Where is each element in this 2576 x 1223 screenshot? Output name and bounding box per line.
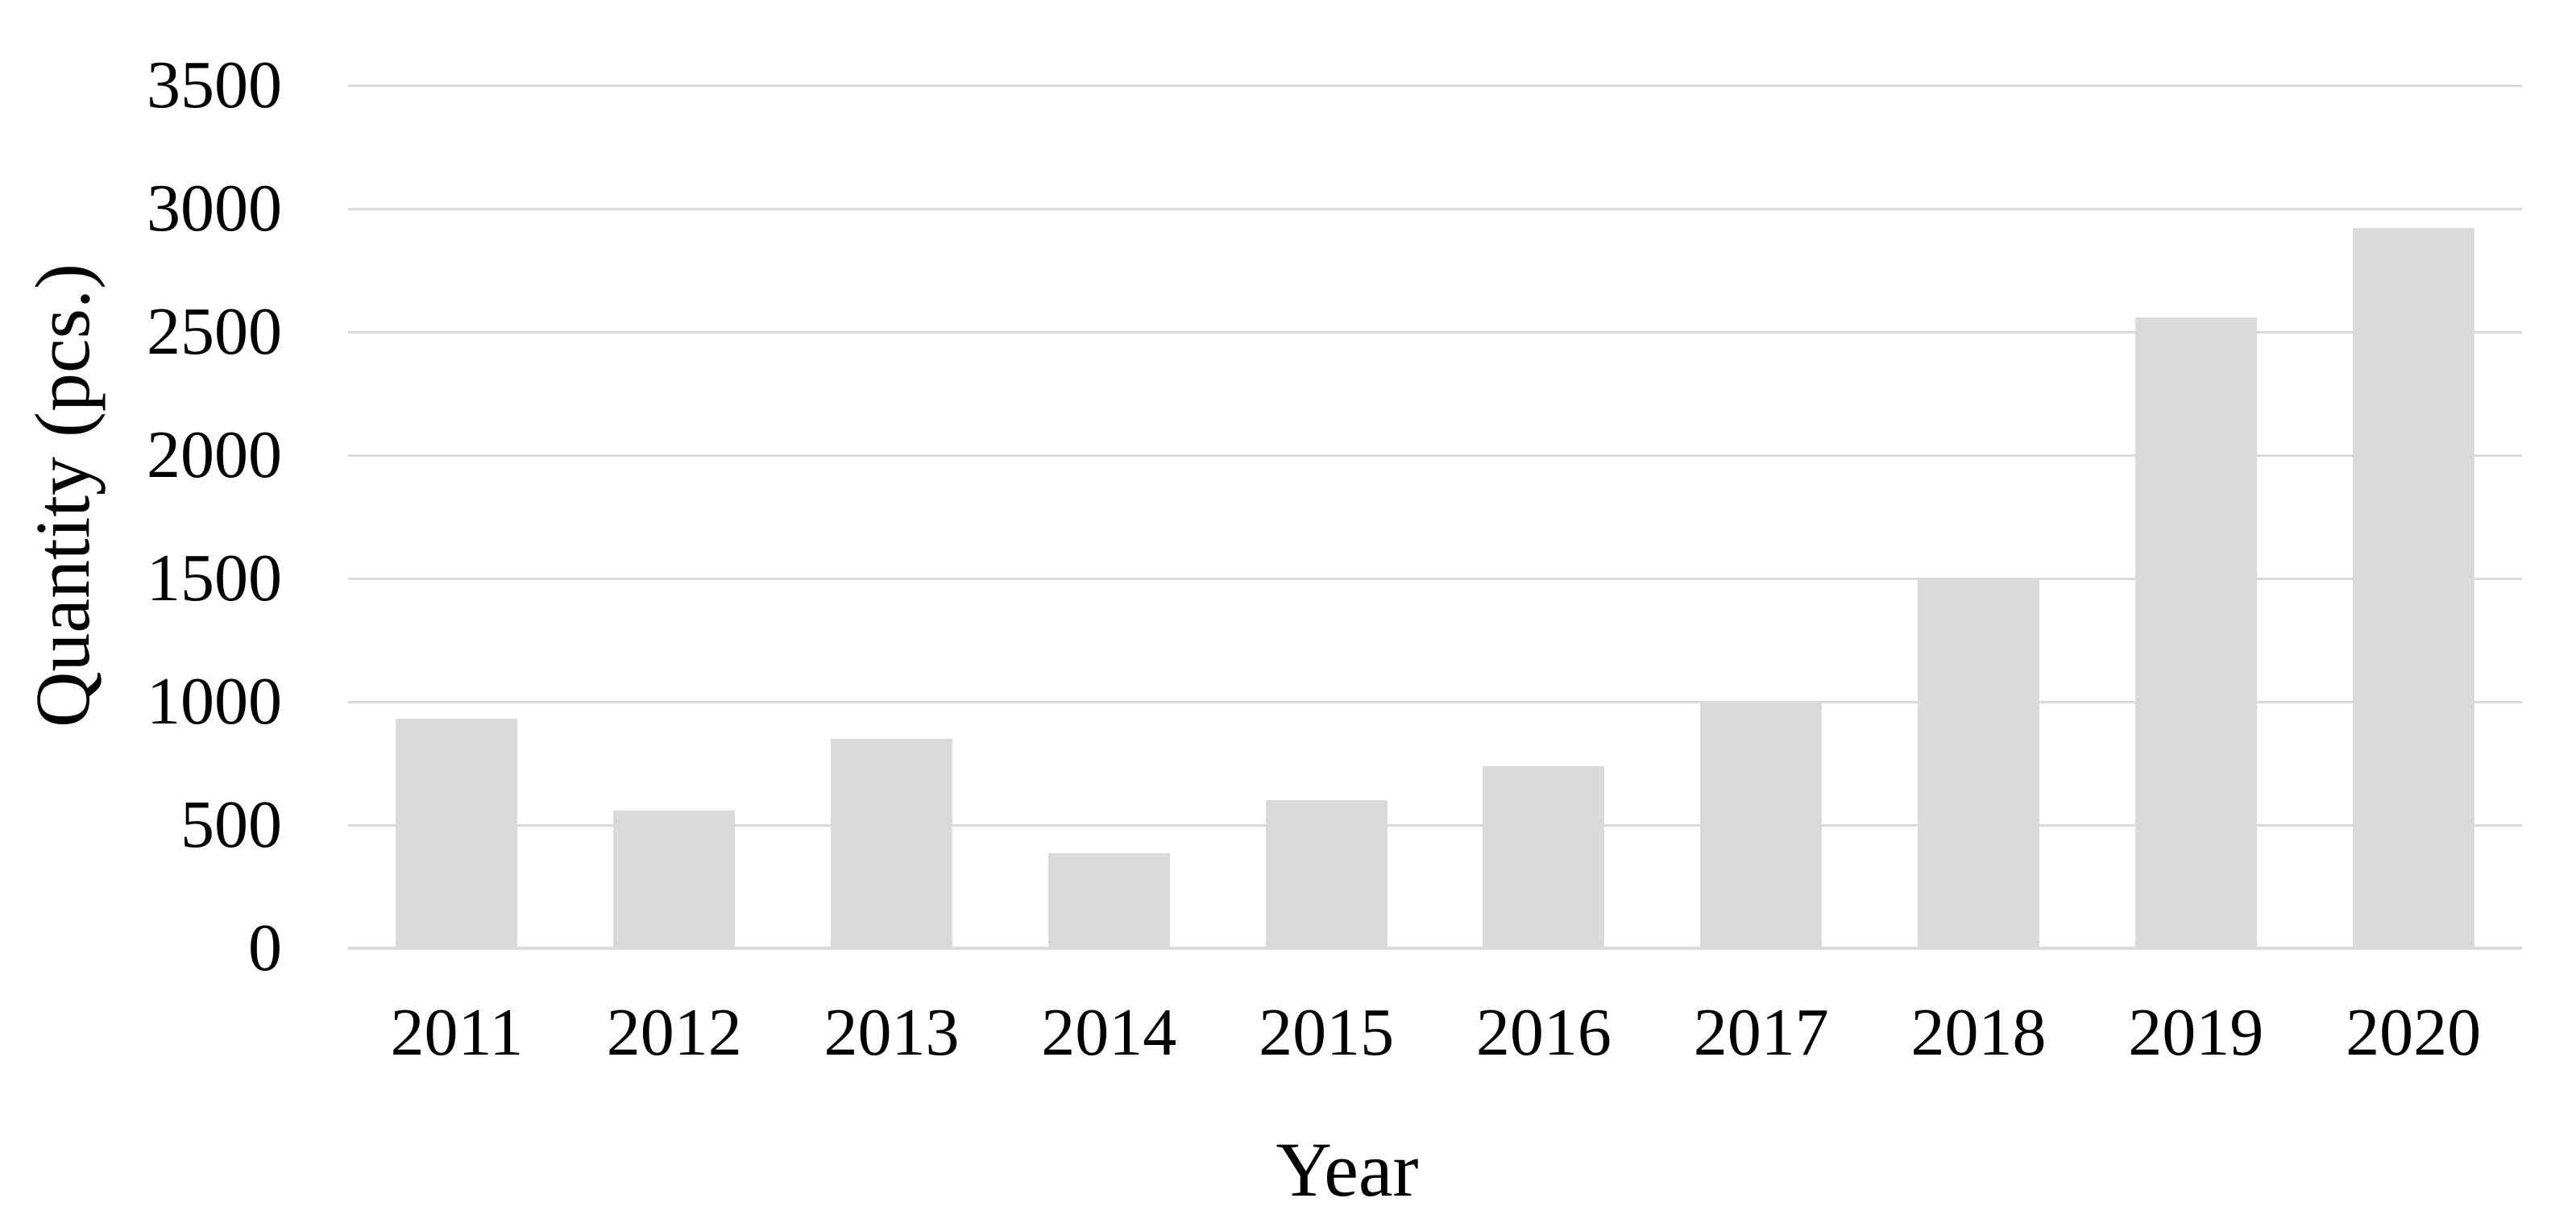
gridline xyxy=(348,700,2522,703)
y-tick-label: 3500 xyxy=(147,48,282,122)
gridline xyxy=(348,330,2522,334)
y-axis-title: Quantity (pcs.) xyxy=(19,263,106,728)
y-tick-label: 2000 xyxy=(147,417,282,492)
bar-2018 xyxy=(1917,578,2040,948)
bar-2020 xyxy=(2352,228,2474,948)
x-tick-label: 2011 xyxy=(390,995,524,1070)
bar-2013 xyxy=(830,738,953,948)
y-tick-label: 1500 xyxy=(147,541,282,616)
bar-2017 xyxy=(1700,702,1823,948)
x-axis-title: Year xyxy=(1276,1126,1419,1213)
gridline xyxy=(348,84,2522,87)
y-tick-label: 3000 xyxy=(147,171,282,246)
gridline xyxy=(348,207,2522,210)
x-tick-label: 2013 xyxy=(823,995,960,1070)
y-tick-label: 500 xyxy=(180,787,282,862)
y-tick-label: 0 xyxy=(248,910,282,985)
bar-2016 xyxy=(1483,765,1605,948)
bar-2015 xyxy=(1265,800,1388,948)
y-tick-label: 2500 xyxy=(147,294,282,369)
y-tick-label: 1000 xyxy=(147,664,282,739)
x-axis-line xyxy=(348,947,2522,950)
x-tick-label: 2019 xyxy=(2128,995,2264,1070)
bar-2014 xyxy=(1047,853,1170,948)
x-tick-label: 2016 xyxy=(1475,995,1612,1070)
bar-2019 xyxy=(2134,317,2257,948)
bar-2012 xyxy=(613,810,736,948)
x-tick-label: 2017 xyxy=(1693,995,1829,1070)
gridline xyxy=(348,454,2522,457)
x-tick-label: 2014 xyxy=(1041,995,1177,1070)
x-tick-label: 2020 xyxy=(2346,995,2482,1070)
gridline xyxy=(348,823,2522,827)
x-tick-label: 2015 xyxy=(1259,995,1395,1070)
gridline xyxy=(348,577,2522,580)
x-tick-label: 2018 xyxy=(1910,995,2047,1070)
x-tick-label: 2012 xyxy=(606,995,742,1070)
bar-2011 xyxy=(396,719,518,948)
